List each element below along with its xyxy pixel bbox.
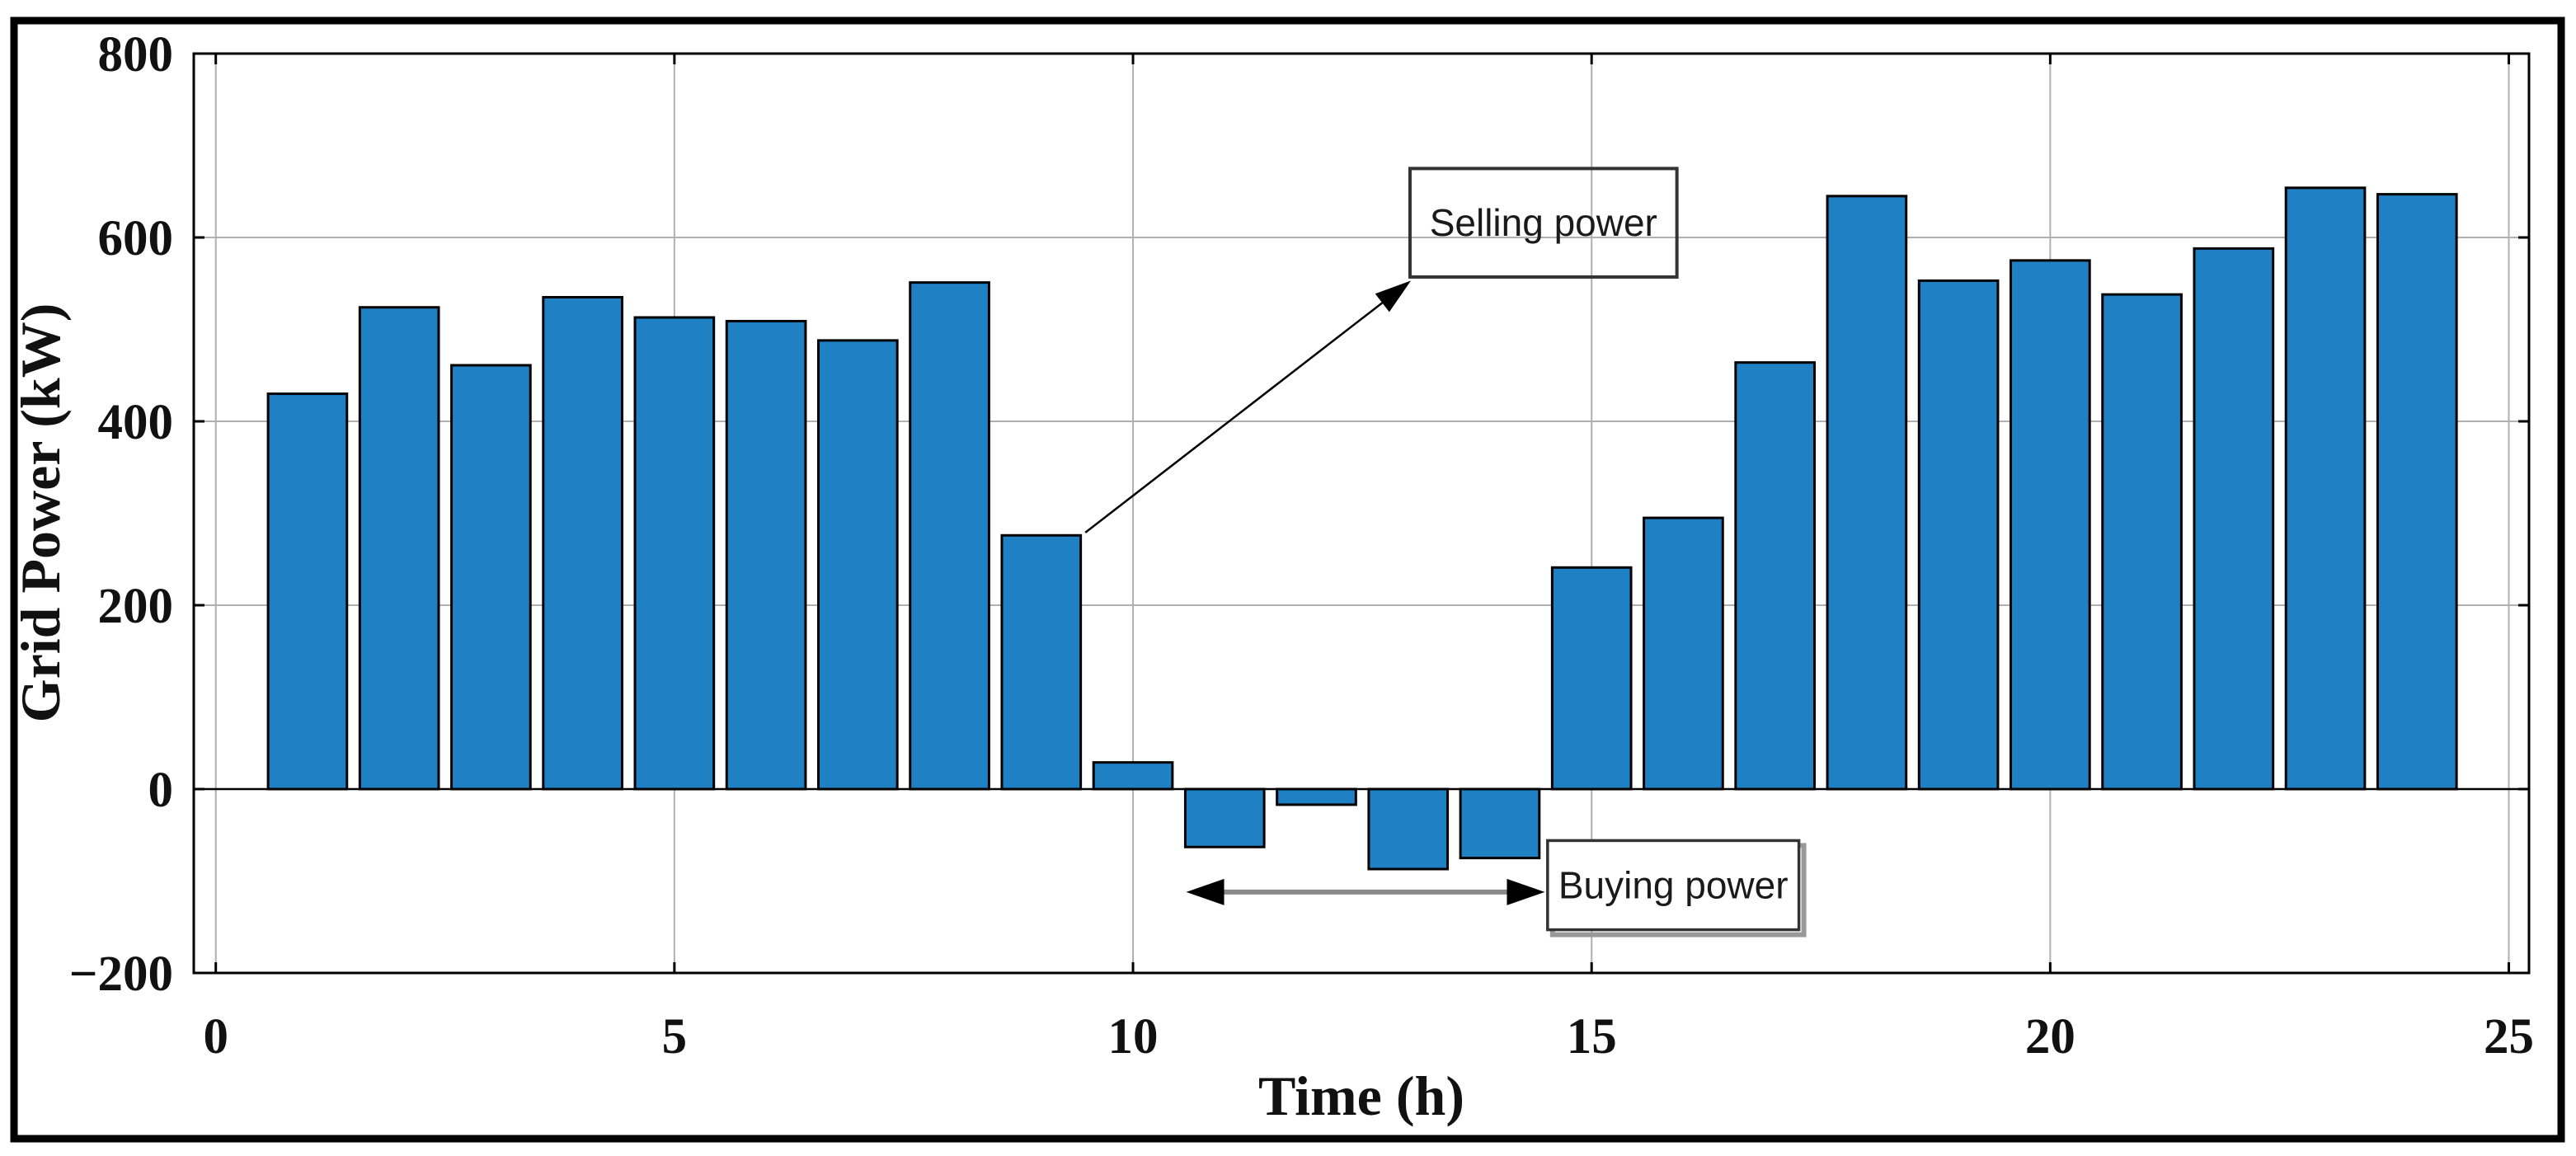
bar-hour-2	[358, 306, 440, 791]
bar-hour-19	[1917, 279, 2000, 791]
y-tick-label-400: 400	[98, 395, 174, 450]
x-tick-label-15: 15	[1567, 1009, 1617, 1064]
tick-labels-layer: 0 5 10 15 20 25 −200 0 200 400 600 800	[69, 27, 2534, 1064]
bar-hour-16	[1643, 516, 1724, 791]
bar-hour-15	[1550, 566, 1633, 791]
bar-hour-1	[266, 392, 349, 791]
x-tick-label-0: 0	[203, 1009, 228, 1064]
axes-layer	[192, 52, 2531, 975]
bar-hour-20	[2010, 259, 2091, 791]
x-tick-label-25: 25	[2484, 1009, 2534, 1064]
bar-hour-6	[725, 319, 807, 791]
buying-power-label: Buying power	[1558, 864, 1789, 907]
selling-power-arrowhead	[1375, 280, 1412, 312]
selling-power-arrow-line	[1084, 292, 1396, 533]
bar-hour-14	[1459, 787, 1541, 860]
bar-hour-5	[633, 316, 716, 791]
bar-hour-18	[1826, 195, 1908, 791]
bar-hour-12	[1276, 787, 1357, 806]
x-axis-title: Time (h)	[1258, 1064, 1464, 1127]
y-tick-label-0: 0	[148, 763, 174, 818]
buying-power-arrowhead-left	[1186, 878, 1225, 905]
y-tick-label-200: 200	[98, 579, 174, 634]
y-tick-label--200: −200	[69, 947, 173, 1002]
bar-hour-10	[1092, 761, 1174, 791]
selling-power-label: Selling power	[1430, 201, 1657, 244]
x-tick-label-20: 20	[2025, 1009, 2075, 1064]
x-tick-label-10: 10	[1108, 1009, 1159, 1064]
y-tick-label-600: 600	[98, 211, 174, 266]
bar-hour-4	[542, 295, 623, 791]
bar-hour-3	[450, 364, 532, 791]
bar-hour-17	[1734, 361, 1816, 791]
bar-hour-21	[2101, 293, 2183, 791]
y-axis-title: Grid Power (kW)	[9, 303, 72, 723]
buying-power-arrowhead-right	[1507, 878, 1545, 905]
x-tick-label-5: 5	[662, 1009, 688, 1064]
plot-border	[192, 52, 2531, 975]
bar-hour-11	[1183, 787, 1266, 848]
bar-hour-8	[909, 281, 990, 791]
bars-layer	[266, 186, 2458, 871]
selling-power-box	[1408, 167, 1679, 279]
buying-power-box	[1546, 839, 1801, 932]
y-tick-label-800: 800	[98, 27, 174, 82]
bar-hour-9	[1000, 533, 1083, 791]
bar-hour-22	[2193, 247, 2275, 791]
bar-hour-23	[2284, 186, 2367, 791]
bar-hour-24	[2376, 193, 2458, 791]
annotations-layer: Selling power Buying power	[1084, 167, 1807, 937]
bar-hour-13	[1367, 787, 1450, 871]
bar-hour-7	[816, 339, 899, 791]
figure-border	[10, 16, 2565, 1143]
